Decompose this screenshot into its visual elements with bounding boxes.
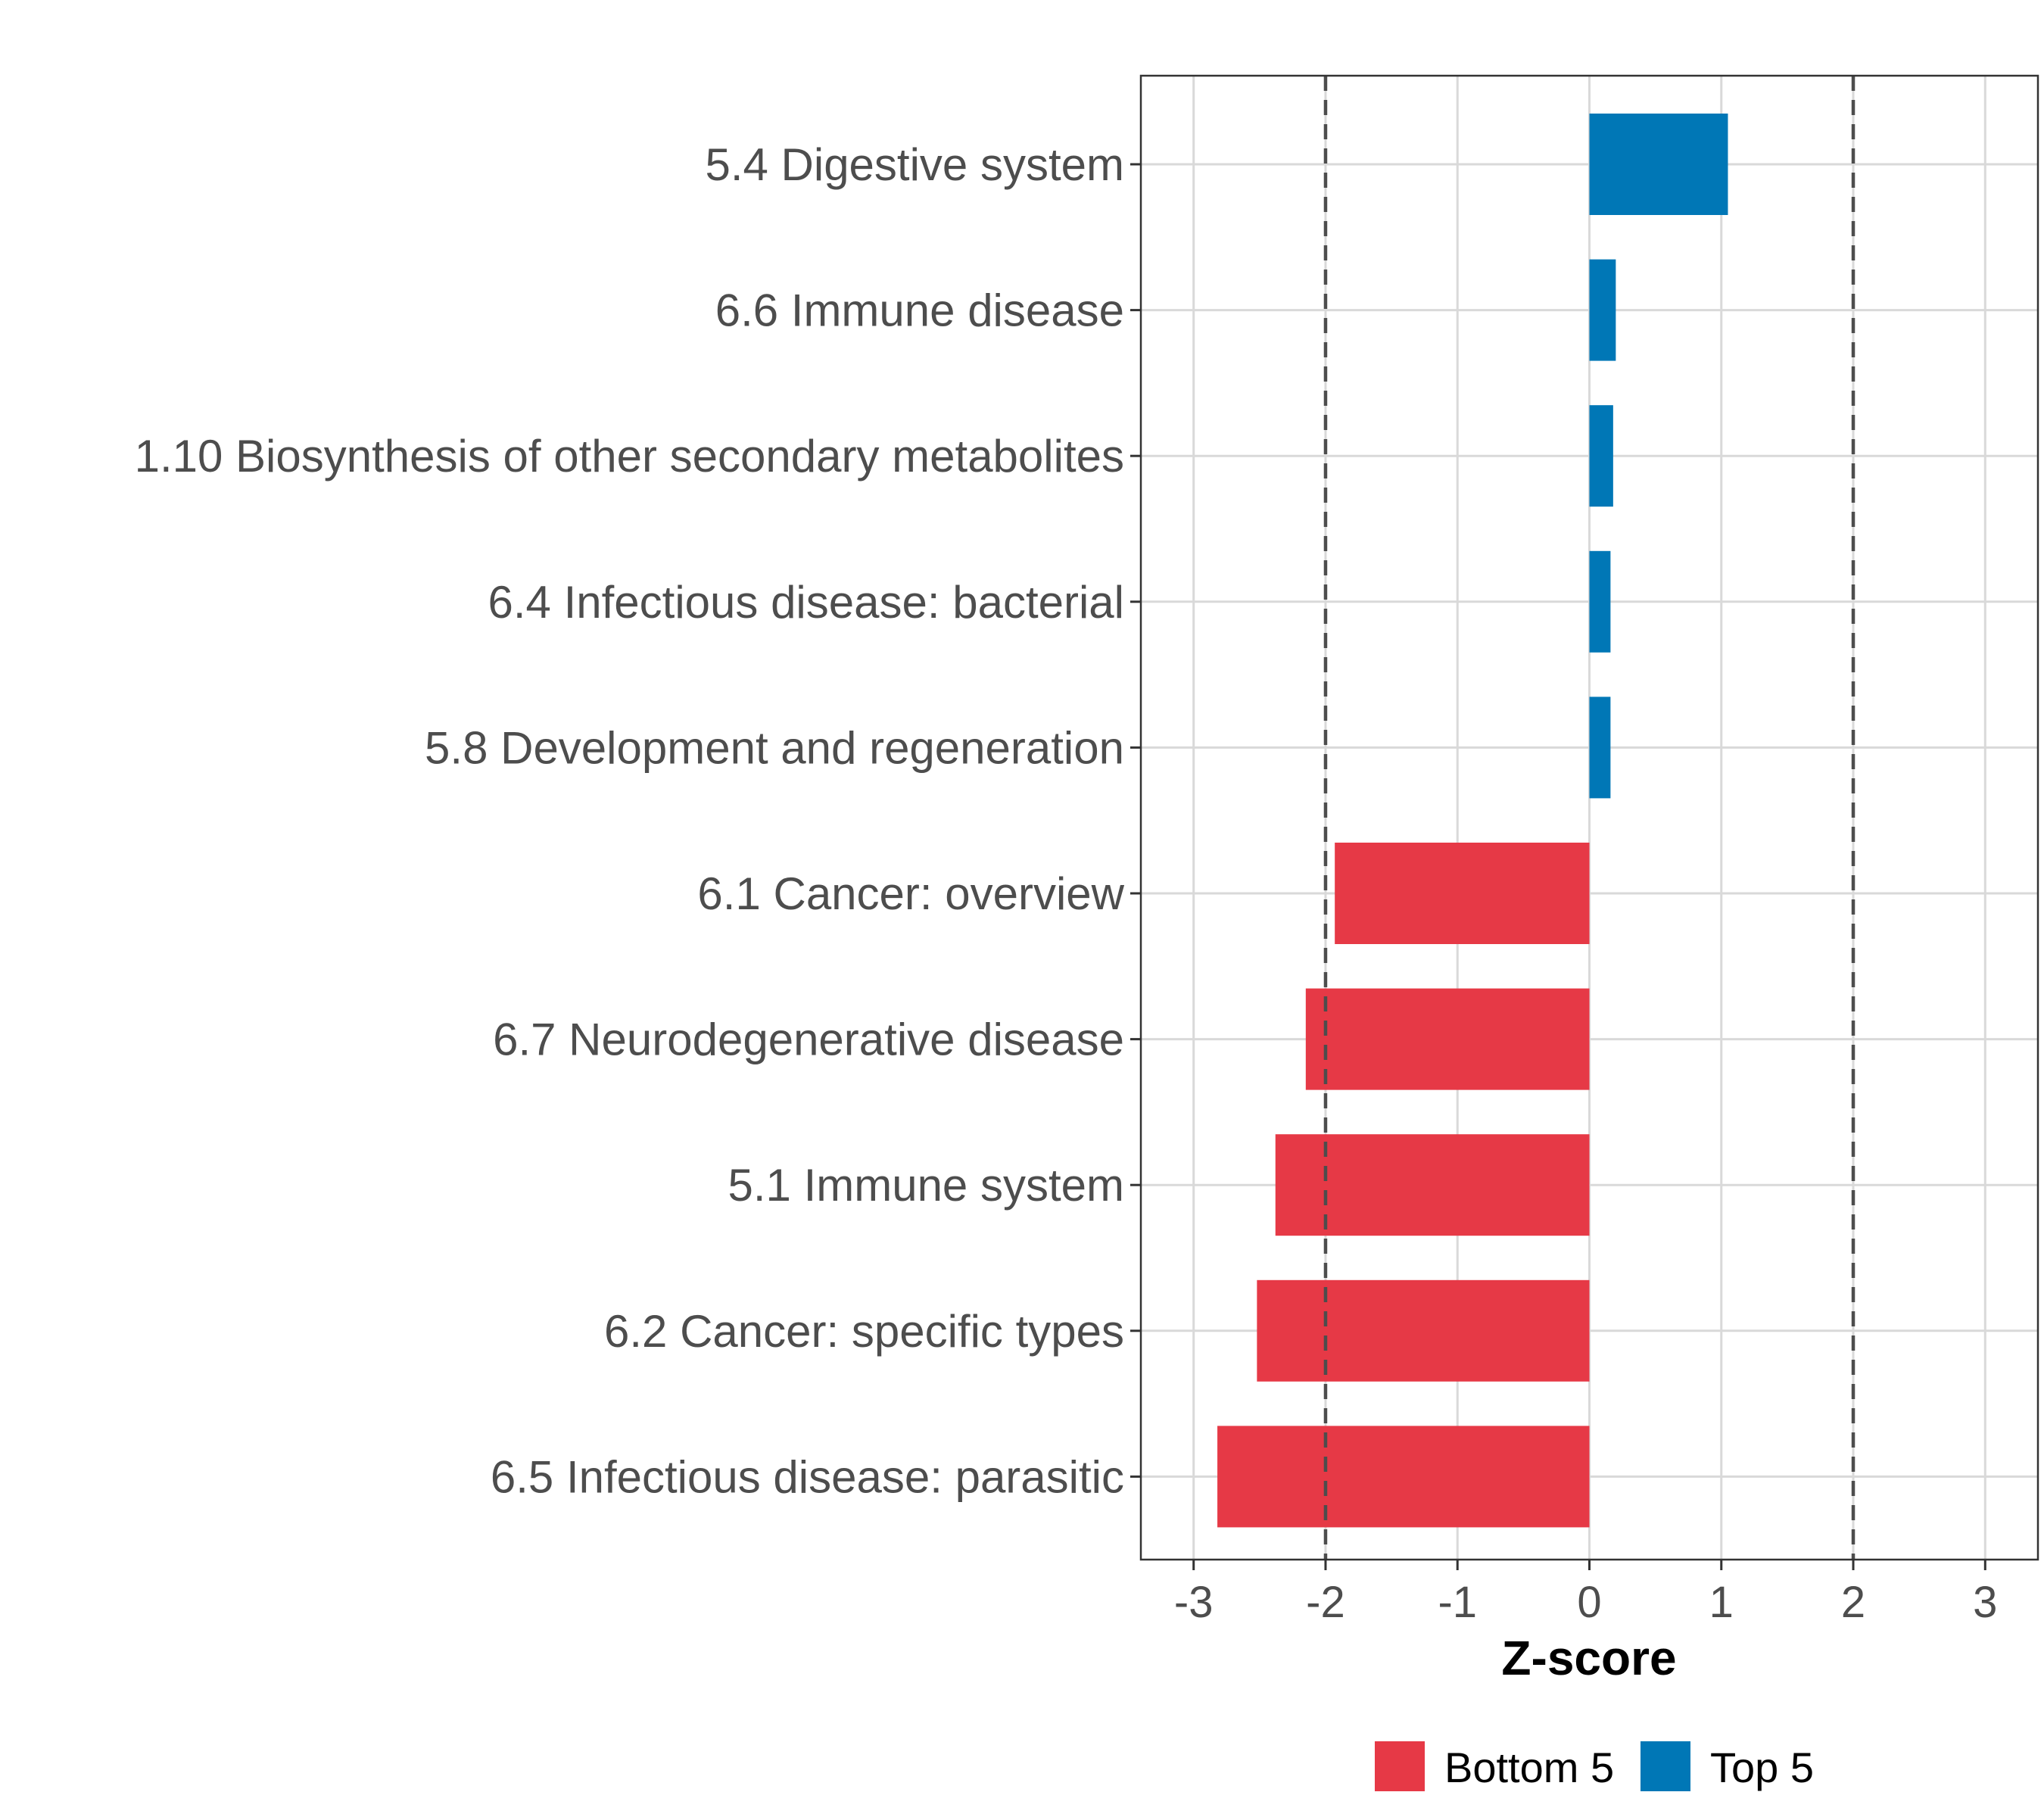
bar bbox=[1257, 1279, 1590, 1382]
bar bbox=[1305, 988, 1590, 1090]
bar bbox=[1589, 259, 1616, 361]
bar bbox=[1217, 1426, 1590, 1528]
legend-label-bottom: Bottom 5 bbox=[1444, 1744, 1614, 1791]
bar bbox=[1275, 1134, 1590, 1236]
y-tick-label: 6.2 Cancer: specific types bbox=[604, 1306, 1124, 1357]
y-tick-label: 5.8 Development and regeneration bbox=[425, 722, 1124, 773]
y-tick-label: 6.5 Infectious disease: parasitic bbox=[491, 1451, 1124, 1502]
bar bbox=[1335, 843, 1590, 944]
reference-lines bbox=[1323, 76, 1855, 1560]
y-tick-label: 6.7 Neurodegenerative disease bbox=[493, 1014, 1124, 1065]
y-tick-label: 5.1 Immune system bbox=[728, 1160, 1124, 1211]
x-axis-title: Z-score bbox=[1501, 1631, 1676, 1685]
bar bbox=[1589, 697, 1611, 799]
x-tick-label: 1 bbox=[1709, 1578, 1734, 1627]
x-tick-label: -1 bbox=[1438, 1578, 1477, 1627]
bar bbox=[1589, 405, 1613, 507]
x-tick-label: 0 bbox=[1577, 1578, 1601, 1627]
x-axis: -3 -2 -1 0 1 2 3 bbox=[1174, 1560, 1997, 1627]
x-tick-label: -2 bbox=[1306, 1578, 1345, 1627]
legend: Bottom 5 Top 5 bbox=[1375, 1741, 1814, 1791]
y-axis: 5.4 Digestive system 6.6 Immune disease 1.… bbox=[135, 139, 1141, 1502]
bars-layer bbox=[1217, 114, 1728, 1528]
x-tick-label: 3 bbox=[1973, 1578, 1997, 1627]
legend-swatch-bottom bbox=[1375, 1741, 1425, 1791]
y-tick-label: 6.1 Cancer: overview bbox=[697, 868, 1124, 919]
bar bbox=[1589, 114, 1728, 215]
bar bbox=[1589, 550, 1611, 653]
y-tick-label: 6.6 Immune disease bbox=[715, 285, 1124, 336]
x-tick-label: -3 bbox=[1174, 1578, 1214, 1627]
legend-label-top: Top 5 bbox=[1710, 1744, 1814, 1791]
y-tick-label: 6.4 Infectious disease: bacterial bbox=[488, 577, 1125, 628]
y-tick-label: 1.10 Biosynthesis of other secondary met… bbox=[135, 431, 1124, 482]
legend-swatch-top bbox=[1640, 1741, 1690, 1791]
y-tick-label: 5.4 Digestive system bbox=[705, 139, 1124, 190]
x-tick-label: 2 bbox=[1841, 1578, 1865, 1627]
